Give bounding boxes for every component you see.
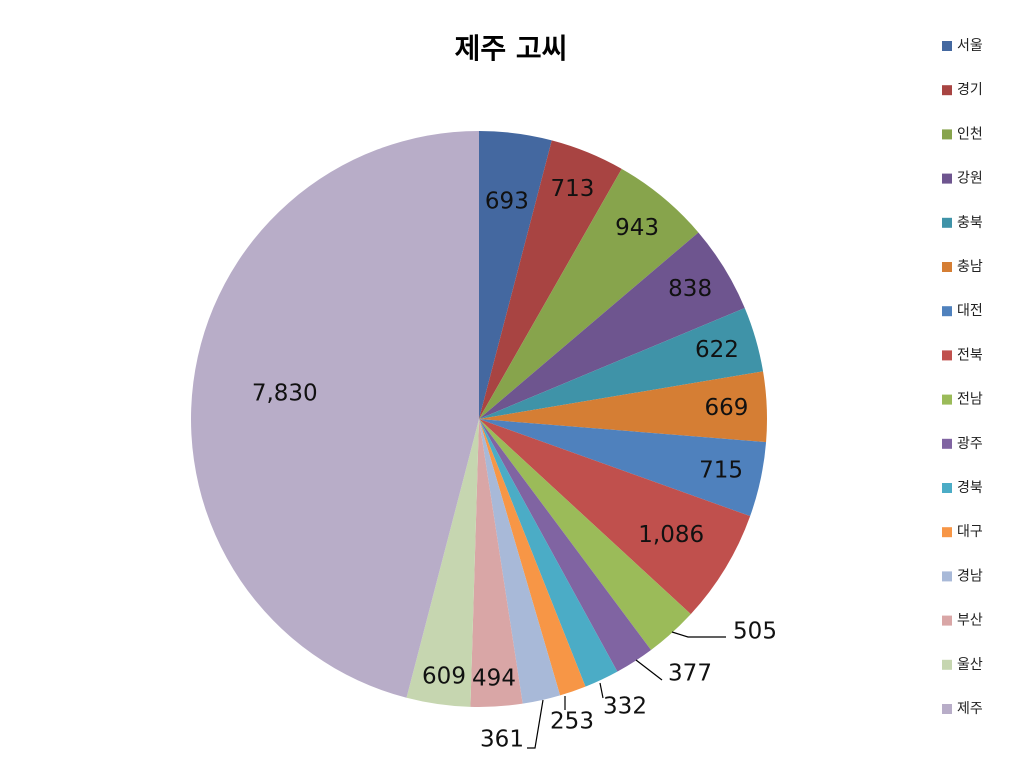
legend-swatch-전남: [942, 394, 952, 405]
data-label-인천: 943: [615, 215, 659, 241]
data-label-울산: 609: [422, 664, 466, 690]
legend-swatch-경기: [942, 85, 952, 96]
legend-label-울산: 울산: [957, 657, 983, 673]
data-label-강원: 838: [668, 276, 712, 302]
legend-label-전남: 전남: [957, 392, 983, 408]
legend-swatch-충남: [942, 262, 952, 272]
pie-slice-경남: [479, 419, 561, 704]
data-label-전북: 1,086: [638, 522, 704, 548]
data-label-부산: 494: [472, 666, 516, 692]
data-label-대구: 253: [550, 709, 594, 735]
leader-line-전남: [671, 631, 726, 638]
pie-slice-전북: [479, 419, 751, 615]
legend-label-제주: 제주: [957, 701, 983, 717]
legend-swatch-대전: [942, 306, 952, 317]
pie-slice-서울: [479, 131, 552, 419]
legend-label-경기: 경기: [957, 82, 983, 98]
legend-label-경남: 경남: [957, 568, 983, 584]
pie-slice-충북: [479, 308, 764, 419]
pie-slice-강원: [479, 232, 745, 419]
pie-slice-경기: [479, 140, 622, 420]
legend-label-전북: 전북: [957, 347, 983, 363]
pie-slice-대구: [479, 419, 586, 696]
pie-slice-제주: [190, 131, 479, 698]
data-label-서울: 693: [485, 188, 529, 214]
legend-label-부산: 부산: [957, 613, 983, 629]
legend-label-충남: 충남: [957, 259, 983, 275]
leader-line-광주: [635, 659, 663, 681]
pie-slices: [190, 131, 768, 708]
data-label-전남: 505: [733, 619, 777, 645]
pie-slice-울산: [406, 419, 479, 707]
pie-slice-충남: [479, 371, 768, 443]
legend-label-광주: 광주: [957, 436, 983, 452]
legend-swatch-경북: [942, 483, 952, 493]
chart-title: 제주 고씨: [455, 32, 568, 65]
pie-slice-대전: [479, 419, 767, 517]
legend-label-충북: 충북: [957, 215, 983, 231]
data-label-경북: 332: [603, 694, 647, 720]
leader-line-경북: [599, 682, 604, 699]
pie-slice-광주: [479, 419, 652, 672]
legend-swatch-제주: [942, 704, 952, 714]
legend-swatch-광주: [942, 438, 952, 449]
data-label-경기: 713: [551, 176, 595, 202]
legend-label-대전: 대전: [957, 303, 983, 319]
data-label-충남: 669: [704, 395, 748, 421]
legend-swatch-인천: [942, 129, 952, 140]
data-label-제주: 7,830: [252, 381, 318, 407]
pie-slice-경북: [479, 419, 618, 687]
legend-swatch-강원: [942, 173, 952, 184]
legend-swatch-서울: [942, 41, 952, 51]
legend-label-강원: 강원: [957, 171, 983, 187]
leader-lines: [527, 631, 726, 749]
legend-swatch-경남: [942, 571, 952, 582]
pie-slice-인천: [479, 168, 699, 419]
data-label-광주: 377: [668, 661, 712, 687]
data-label-충북: 622: [695, 337, 739, 363]
data-label-경남: 361: [480, 727, 524, 753]
legend-label-대구: 대구: [957, 524, 983, 540]
data-label-대전: 715: [699, 458, 743, 484]
legend-swatch-울산: [942, 659, 952, 670]
legend-swatch-대구: [942, 527, 952, 538]
legend-label-서울: 서울: [957, 38, 983, 54]
legend-label-인천: 인천: [957, 126, 983, 142]
legend-swatch-전북: [942, 350, 952, 361]
legend-swatch-부산: [942, 615, 952, 626]
data-labels: 693 713 943 838 622 669 715 1,086 505 377 332 253 36…: [252, 176, 777, 752]
leader-line-경남: [527, 699, 544, 749]
legend-swatch-충북: [942, 217, 952, 228]
pie-slice-전남: [479, 419, 691, 650]
pie-slice-부산: [470, 419, 523, 708]
legend-label-경북: 경북: [957, 480, 983, 496]
